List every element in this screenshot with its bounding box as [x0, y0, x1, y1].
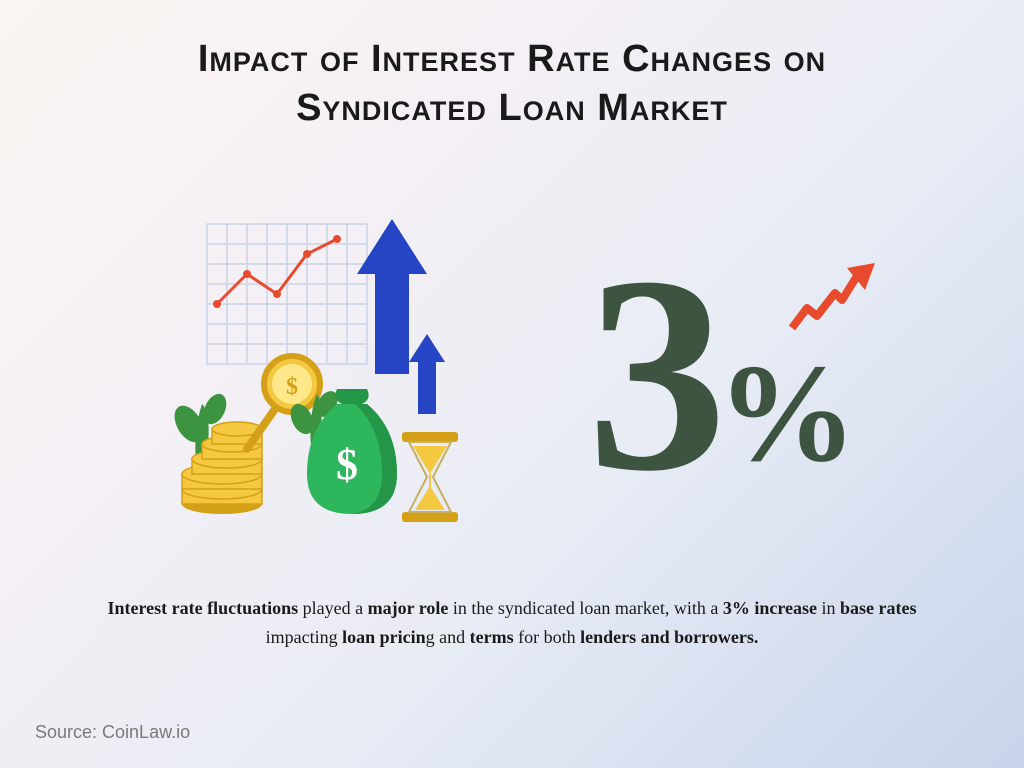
up-arrow-small-icon	[409, 334, 445, 414]
description-text: Interest rate fluctuations played a majo…	[0, 594, 1024, 652]
svg-text:$: $	[286, 374, 298, 400]
title-line-1: Impact of Interest Rate Changes on	[198, 38, 826, 80]
stat-block: 3 %	[587, 253, 857, 494]
finance-illustration: $ $	[167, 204, 507, 544]
stat-number: 3	[587, 262, 727, 486]
page-title: Impact of Interest Rate Changes on Syndi…	[0, 0, 1024, 134]
main-content: $ $	[0, 184, 1024, 564]
trend-up-arrow-icon	[787, 258, 877, 338]
stat-percent: %	[717, 333, 857, 494]
trend-line-icon	[213, 235, 341, 308]
magnifier-icon: $	[247, 356, 320, 449]
title-line-2: Syndicated Loan Market	[296, 87, 728, 129]
grid-chart-icon	[207, 224, 367, 364]
hourglass-icon	[402, 432, 458, 522]
svg-text:$: $	[336, 440, 358, 489]
source-attribution: Source: CoinLaw.io	[35, 722, 190, 743]
